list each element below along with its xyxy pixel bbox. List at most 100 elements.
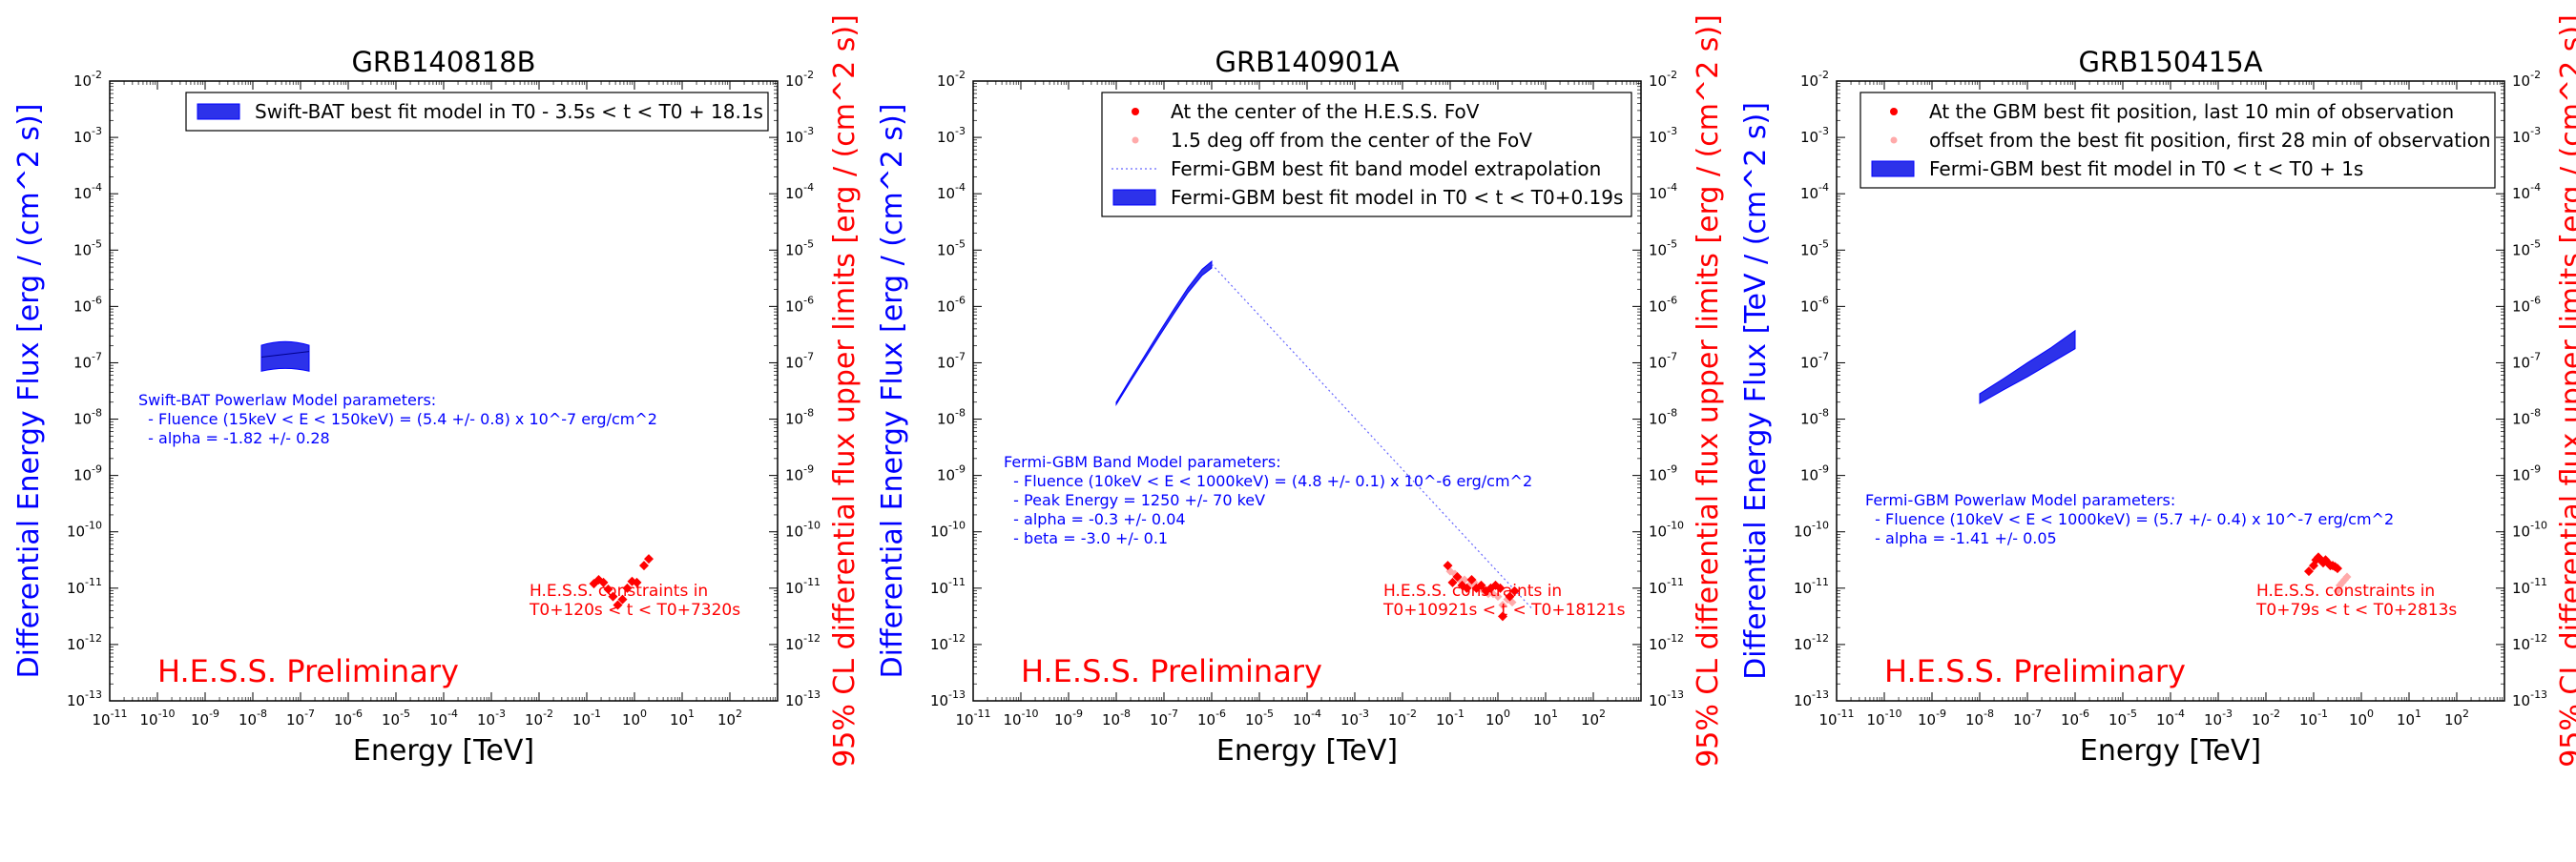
legend-label: At the center of the H.E.S.S. FoV [1171, 100, 1480, 123]
model-band [1979, 329, 2076, 404]
model-annotation-line: - alpha = -1.41 +/- 0.05 [1865, 529, 2057, 547]
tick-label: 10-8 [239, 708, 267, 729]
tick-label: 10-2 [937, 69, 966, 90]
tick-label: 100 [1485, 708, 1510, 729]
tick-label: 10-11 [785, 576, 821, 597]
preliminary-label: H.E.S.S. Preliminary [1021, 653, 1322, 689]
tick-label: 10-4 [429, 708, 458, 729]
tick-label: 10-5 [1245, 708, 1274, 729]
tick-label: 10-11 [2512, 576, 2547, 597]
tick-label: 10-8 [1649, 407, 1677, 428]
tick-label: 10-12 [1794, 632, 1829, 653]
tick-label: 10-3 [937, 125, 966, 146]
offset-point [2342, 572, 2352, 582]
model-annotation-line: - Fluence (15keV < E < 150keV) = (5.4 +/… [138, 410, 657, 428]
tick-label: 10-13 [1649, 688, 1684, 709]
model-annotation-line: Fermi-GBM Band Model parameters: [1004, 453, 1281, 471]
ul-point [608, 591, 618, 602]
tick-label: 10-4 [1649, 181, 1677, 202]
tick-label: 10-10 [785, 520, 821, 541]
preliminary-label: H.E.S.S. Preliminary [157, 653, 459, 689]
tick-label: 101 [2397, 708, 2421, 729]
tick-label: 10-7 [73, 350, 102, 371]
tick-label: 10-9 [937, 463, 966, 484]
legend-frame [1101, 92, 1632, 217]
tick-label: 10-10 [1794, 520, 1829, 541]
model-annotation-line: - alpha = -1.82 +/- 0.28 [138, 429, 330, 447]
model-annotation-line: - Fluence (10keV < E < 1000keV) = (4.8 +… [1004, 472, 1532, 490]
ul-point [1443, 561, 1453, 571]
tick-label: 10-2 [73, 69, 102, 90]
ul-point [1447, 577, 1458, 587]
tick-label: 10-4 [73, 181, 102, 202]
tick-label: 10-6 [1649, 294, 1677, 315]
tick-label: 10-11 [1818, 708, 1854, 729]
model-annotation-line: - Fluence (10keV < E < 1000keV) = (5.7 +… [1865, 510, 2394, 528]
ul-point [2304, 566, 2314, 577]
legend-red-marker [1132, 108, 1139, 115]
tick-label: 10-9 [73, 463, 102, 484]
model-band [260, 340, 310, 372]
tick-label: 10-4 [2512, 181, 2541, 202]
tick-label: 10-7 [2013, 708, 2042, 729]
tick-label: 10-13 [1794, 688, 1829, 709]
tick-label: 10-7 [785, 350, 814, 371]
ul-point [613, 600, 623, 610]
chart-panel-1: 10-11 10-10 10-9 10-8 10-7 10-6 10-5 10-4 10-3 10… [12, 14, 862, 768]
preliminary-label: H.E.S.S. Preliminary [1884, 653, 2186, 689]
tick-label: 10-11 [955, 708, 990, 729]
tick-label: 10-12 [930, 632, 966, 653]
tick-label: 10-8 [1965, 708, 1994, 729]
tick-label: 10-2 [1649, 69, 1677, 90]
tick-label: 10-10 [1003, 708, 1038, 729]
tick-label: 10-7 [1649, 350, 1677, 371]
tick-label: 10-13 [2512, 688, 2547, 709]
tick-label: 10-3 [1800, 125, 1829, 146]
tick-label: 10-10 [930, 520, 966, 541]
ul-point [598, 577, 609, 587]
hess-constraint-line: H.E.S.S. constraints in [530, 582, 708, 601]
tick-label: 10-4 [1800, 181, 1829, 202]
tick-label: 10-9 [1918, 708, 1946, 729]
legend-label: Fermi-GBM best fit model in T0 < t < T0+… [1171, 186, 1623, 209]
tick-label: 10-12 [1649, 632, 1684, 653]
ul-point [1462, 583, 1472, 593]
legend-band-swatch [197, 103, 240, 120]
tick-label: 10-5 [2109, 708, 2137, 729]
y-axis-label-left: Differential Energy Flux [erg / (cm^2 s)… [12, 104, 46, 679]
tick-label: 10-5 [1649, 237, 1677, 258]
chart-title: GRB140901A [1215, 46, 1399, 78]
tick-label: 10-7 [1150, 708, 1178, 729]
tick-label: 10-6 [785, 294, 814, 315]
tick-label: 10-9 [1800, 463, 1829, 484]
tick-label: 10-11 [67, 576, 102, 597]
model-annotation-line: - alpha = -0.3 +/- 0.04 [1004, 510, 1186, 528]
tick-label: 10-7 [1800, 350, 1829, 371]
ul-point [603, 585, 613, 594]
model-annotation-line: Swift-BAT Powerlaw Model parameters: [138, 391, 436, 409]
legend-frame [1859, 92, 2496, 189]
tick-label: 10-6 [334, 708, 363, 729]
legend-frame [185, 92, 769, 132]
tick-label: 10-5 [382, 708, 410, 729]
y-axis-label-right: 95% CL differential flux upper limits [e… [828, 14, 862, 768]
hess-constraint-line: T0+79s < t < T0+2813s [2255, 601, 2457, 620]
tick-label: 10-7 [2512, 350, 2541, 371]
offset-point [1493, 592, 1503, 602]
tick-label: 10-11 [92, 708, 127, 729]
tick-label: 10-1 [2299, 708, 2328, 729]
ul-point [1498, 611, 1507, 622]
chart-panel-3: 10-11 10-10 10-9 10-8 10-7 10-6 10-5 10-4 10-3 10… [1739, 14, 2576, 768]
tick-label: 10-4 [937, 181, 966, 202]
tick-label: 10-3 [2204, 708, 2233, 729]
tick-label: 10-4 [785, 181, 814, 202]
ul-point [1505, 591, 1515, 602]
tick-label: 10-6 [937, 294, 966, 315]
tick-label: 10-12 [67, 632, 102, 653]
tick-label: 10-7 [286, 708, 315, 729]
legend-pink-marker [1132, 136, 1139, 144]
tick-label: 10-9 [191, 708, 219, 729]
tick-label: 10-9 [785, 463, 814, 484]
legend-label: Fermi-GBM best fit band model extrapolat… [1171, 157, 1601, 180]
hess-constraint-line: H.E.S.S. constraints in [1383, 582, 1562, 601]
